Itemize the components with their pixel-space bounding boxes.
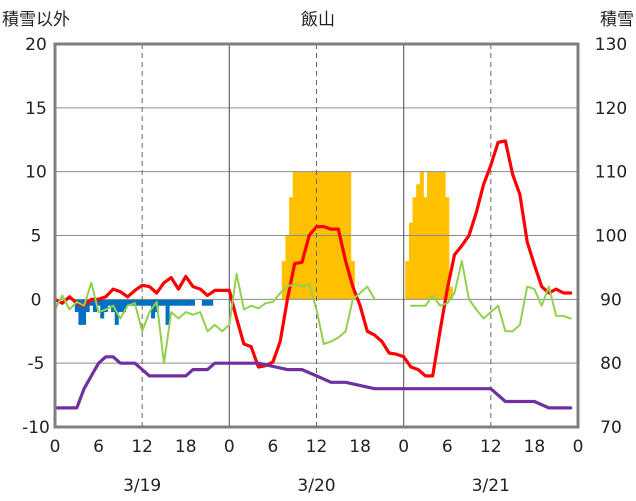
left-y-tick-label: -5 [28,354,45,374]
precip-bar-negative [161,299,166,306]
left-y-tick-label: 15 [25,99,47,119]
right-y-tick-label: 100 [595,227,627,247]
left-y-tick-label: 10 [25,163,47,183]
plot-frame [53,42,580,429]
precip-bar-negative [169,299,174,306]
x-tick-label: 12 [131,437,153,457]
precip-bar-negative [201,299,206,306]
chart-title: 飯山 [301,10,335,30]
x-tick-label: 18 [349,437,371,457]
x-tick-label: 6 [93,437,104,457]
precip-bar-negative [209,299,214,306]
precip-bar-negative [121,299,127,313]
precip-bar-positive [416,184,421,300]
right-axis-title: 積雪 [600,10,634,30]
x-tick-label: 18 [175,437,197,457]
date-label: 3/19 [123,476,161,496]
precip-bar-positive [285,235,290,300]
line-series [53,139,573,410]
precip-bar-negative [129,299,134,306]
precip-bar-negative [85,299,90,313]
precip-bar-negative [187,299,192,306]
left-y-tick-label: 0 [31,290,42,310]
precip-bar-negative [140,299,145,306]
gridlines [55,44,578,427]
precip-bar-negative [125,299,130,306]
left-y-tick-label: 20 [25,35,47,55]
x-tick-label: 0 [398,437,409,457]
x-tick-label: 18 [524,437,546,457]
x-tick-label: 12 [306,437,328,457]
precip-bar-negative [89,299,94,306]
precip-bar-positive [289,197,294,300]
precip-bar-negative [100,299,105,319]
precip-bar-negative [82,299,87,325]
left-y-tick-label: -10 [22,418,50,438]
precip-bar-positive [350,261,355,300]
precip-bar-positive [448,286,453,300]
plot-border [53,42,580,429]
precip-bar-negative [176,299,181,306]
x-tick-label: 12 [480,437,502,457]
precip-bar-negative [151,299,156,319]
snow-depth-line [53,355,573,410]
x-tick-label: 0 [224,437,235,457]
precip-bar-negative [96,299,101,306]
precip-bar-positive [281,261,286,300]
precip-bar-negative [92,299,97,313]
precip-bar-negative [205,299,210,306]
precip-bar-positive [423,197,428,300]
precip-bar-negative [165,299,170,325]
right-y-tick-label: 90 [600,290,622,310]
x-tick-label: 0 [573,437,584,457]
precip-bar-negative [74,299,79,313]
date-label: 3/20 [297,476,335,496]
precip-bar-positive [412,197,417,300]
left-y-tick-label: 5 [31,227,42,247]
precip-bar-negative [78,299,83,325]
precip-bar-negative [136,299,141,306]
precip-bar-negative [107,299,112,306]
precip-bar-negative [158,299,163,306]
right-y-tick-label: 80 [600,354,622,374]
precip-bar-positive [405,261,410,300]
precip-bar-negative [180,299,185,306]
precip-bar-negative [147,299,152,306]
right-y-tick-label: 110 [595,163,627,183]
x-tick-label: 0 [50,437,61,457]
left-axis-title: 積雪以外 [2,10,70,30]
x-tick-label: 6 [268,437,279,457]
precip-bar-positive [445,197,450,300]
precip-bar-negative [183,299,188,306]
precip-bar-negative [103,299,108,313]
temperature-line [53,139,573,378]
date-label: 3/21 [472,476,510,496]
right-y-tick-label: 120 [595,99,627,119]
x-tick-label: 6 [442,437,453,457]
precipitation-bars [74,171,453,325]
precip-bar-negative [172,299,177,306]
right-y-tick-label: 70 [600,418,622,438]
precip-bar-negative [143,299,148,306]
precip-bar-negative [118,299,123,313]
right-y-tick-label: 130 [595,35,627,55]
precip-bar-positive [408,222,413,300]
precip-bar-negative [190,299,196,306]
green-series-line [54,260,572,365]
